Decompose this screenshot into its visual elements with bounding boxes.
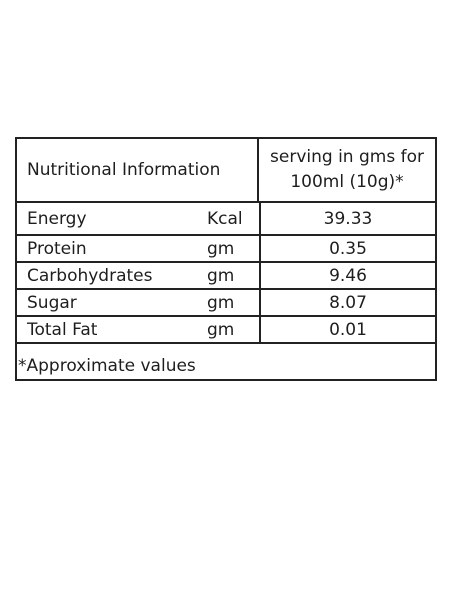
nutrient-name: Total Fat xyxy=(27,320,98,340)
table-row: Carbohydrates gm 9.46 xyxy=(17,263,435,290)
nutrient-name: Sugar xyxy=(27,293,77,313)
table-row: Sugar gm 8.07 xyxy=(17,290,435,317)
serving-size-line-1: serving in gms for xyxy=(270,147,424,167)
nutrition-table: Nutritional Information serving in gms f… xyxy=(15,137,437,381)
nutrient-name: Carbohydrates xyxy=(27,266,153,286)
nutrient-value: 0.35 xyxy=(259,236,435,261)
nutrient-unit: gm xyxy=(207,293,235,313)
nutrient-value: 9.46 xyxy=(259,263,435,288)
table-row: Total Fat gm 0.01 xyxy=(17,317,435,344)
nutrient-value: 0.01 xyxy=(259,317,435,342)
nutrient-unit: gm xyxy=(207,239,235,259)
table-header: Nutritional Information serving in gms f… xyxy=(17,139,435,203)
table-row: Protein gm 0.35 xyxy=(17,236,435,263)
nutrient-value: 39.33 xyxy=(259,203,435,234)
nutrient-name: Energy xyxy=(27,209,87,229)
nutrient-name: Protein xyxy=(27,239,87,259)
nutrient-unit: Kcal xyxy=(207,209,243,229)
header-title-text: Nutritional Information xyxy=(27,160,221,180)
header-title: Nutritional Information xyxy=(17,139,259,201)
footnote: *Approximate values xyxy=(18,356,196,376)
table-row: Energy Kcal 39.33 xyxy=(17,203,435,236)
nutrient-value: 8.07 xyxy=(259,290,435,315)
nutrient-unit: gm xyxy=(207,320,235,340)
serving-size-header: serving in gms for 100ml (10g)* xyxy=(259,139,435,201)
nutrient-rows: Energy Kcal 39.33 Protein gm 0.35 Carboh… xyxy=(17,203,435,344)
serving-size-line-2: 100ml (10g)* xyxy=(290,172,404,192)
nutrient-unit: gm xyxy=(207,266,235,286)
